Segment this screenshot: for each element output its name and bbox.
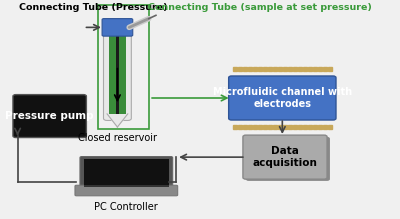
Text: PC Controller: PC Controller [94, 202, 158, 212]
Bar [84, 185, 169, 187]
Bar [98, 5, 149, 129]
Text: Connecting Tube (Pressure): Connecting Tube (Pressure) [19, 3, 168, 12]
Text: Connecting Tube (sample at set pressure): Connecting Tube (sample at set pressure) [148, 3, 372, 12]
FancyBboxPatch shape [116, 31, 119, 114]
FancyBboxPatch shape [118, 31, 126, 114]
Text: Pressure pump: Pressure pump [5, 111, 94, 121]
FancyBboxPatch shape [104, 28, 131, 120]
FancyBboxPatch shape [102, 19, 133, 36]
FancyBboxPatch shape [13, 95, 86, 138]
Text: Data
acquisition: Data acquisition [252, 146, 318, 168]
FancyBboxPatch shape [246, 137, 330, 181]
FancyBboxPatch shape [84, 159, 169, 186]
FancyBboxPatch shape [109, 31, 116, 114]
FancyBboxPatch shape [75, 185, 178, 196]
Text: Microfluidic channel with
electrodes: Microfluidic channel with electrodes [213, 87, 352, 109]
Text: Closed reservoir: Closed reservoir [78, 133, 157, 143]
FancyBboxPatch shape [243, 135, 327, 179]
Polygon shape [107, 114, 128, 127]
FancyBboxPatch shape [80, 157, 173, 188]
FancyBboxPatch shape [229, 76, 336, 120]
